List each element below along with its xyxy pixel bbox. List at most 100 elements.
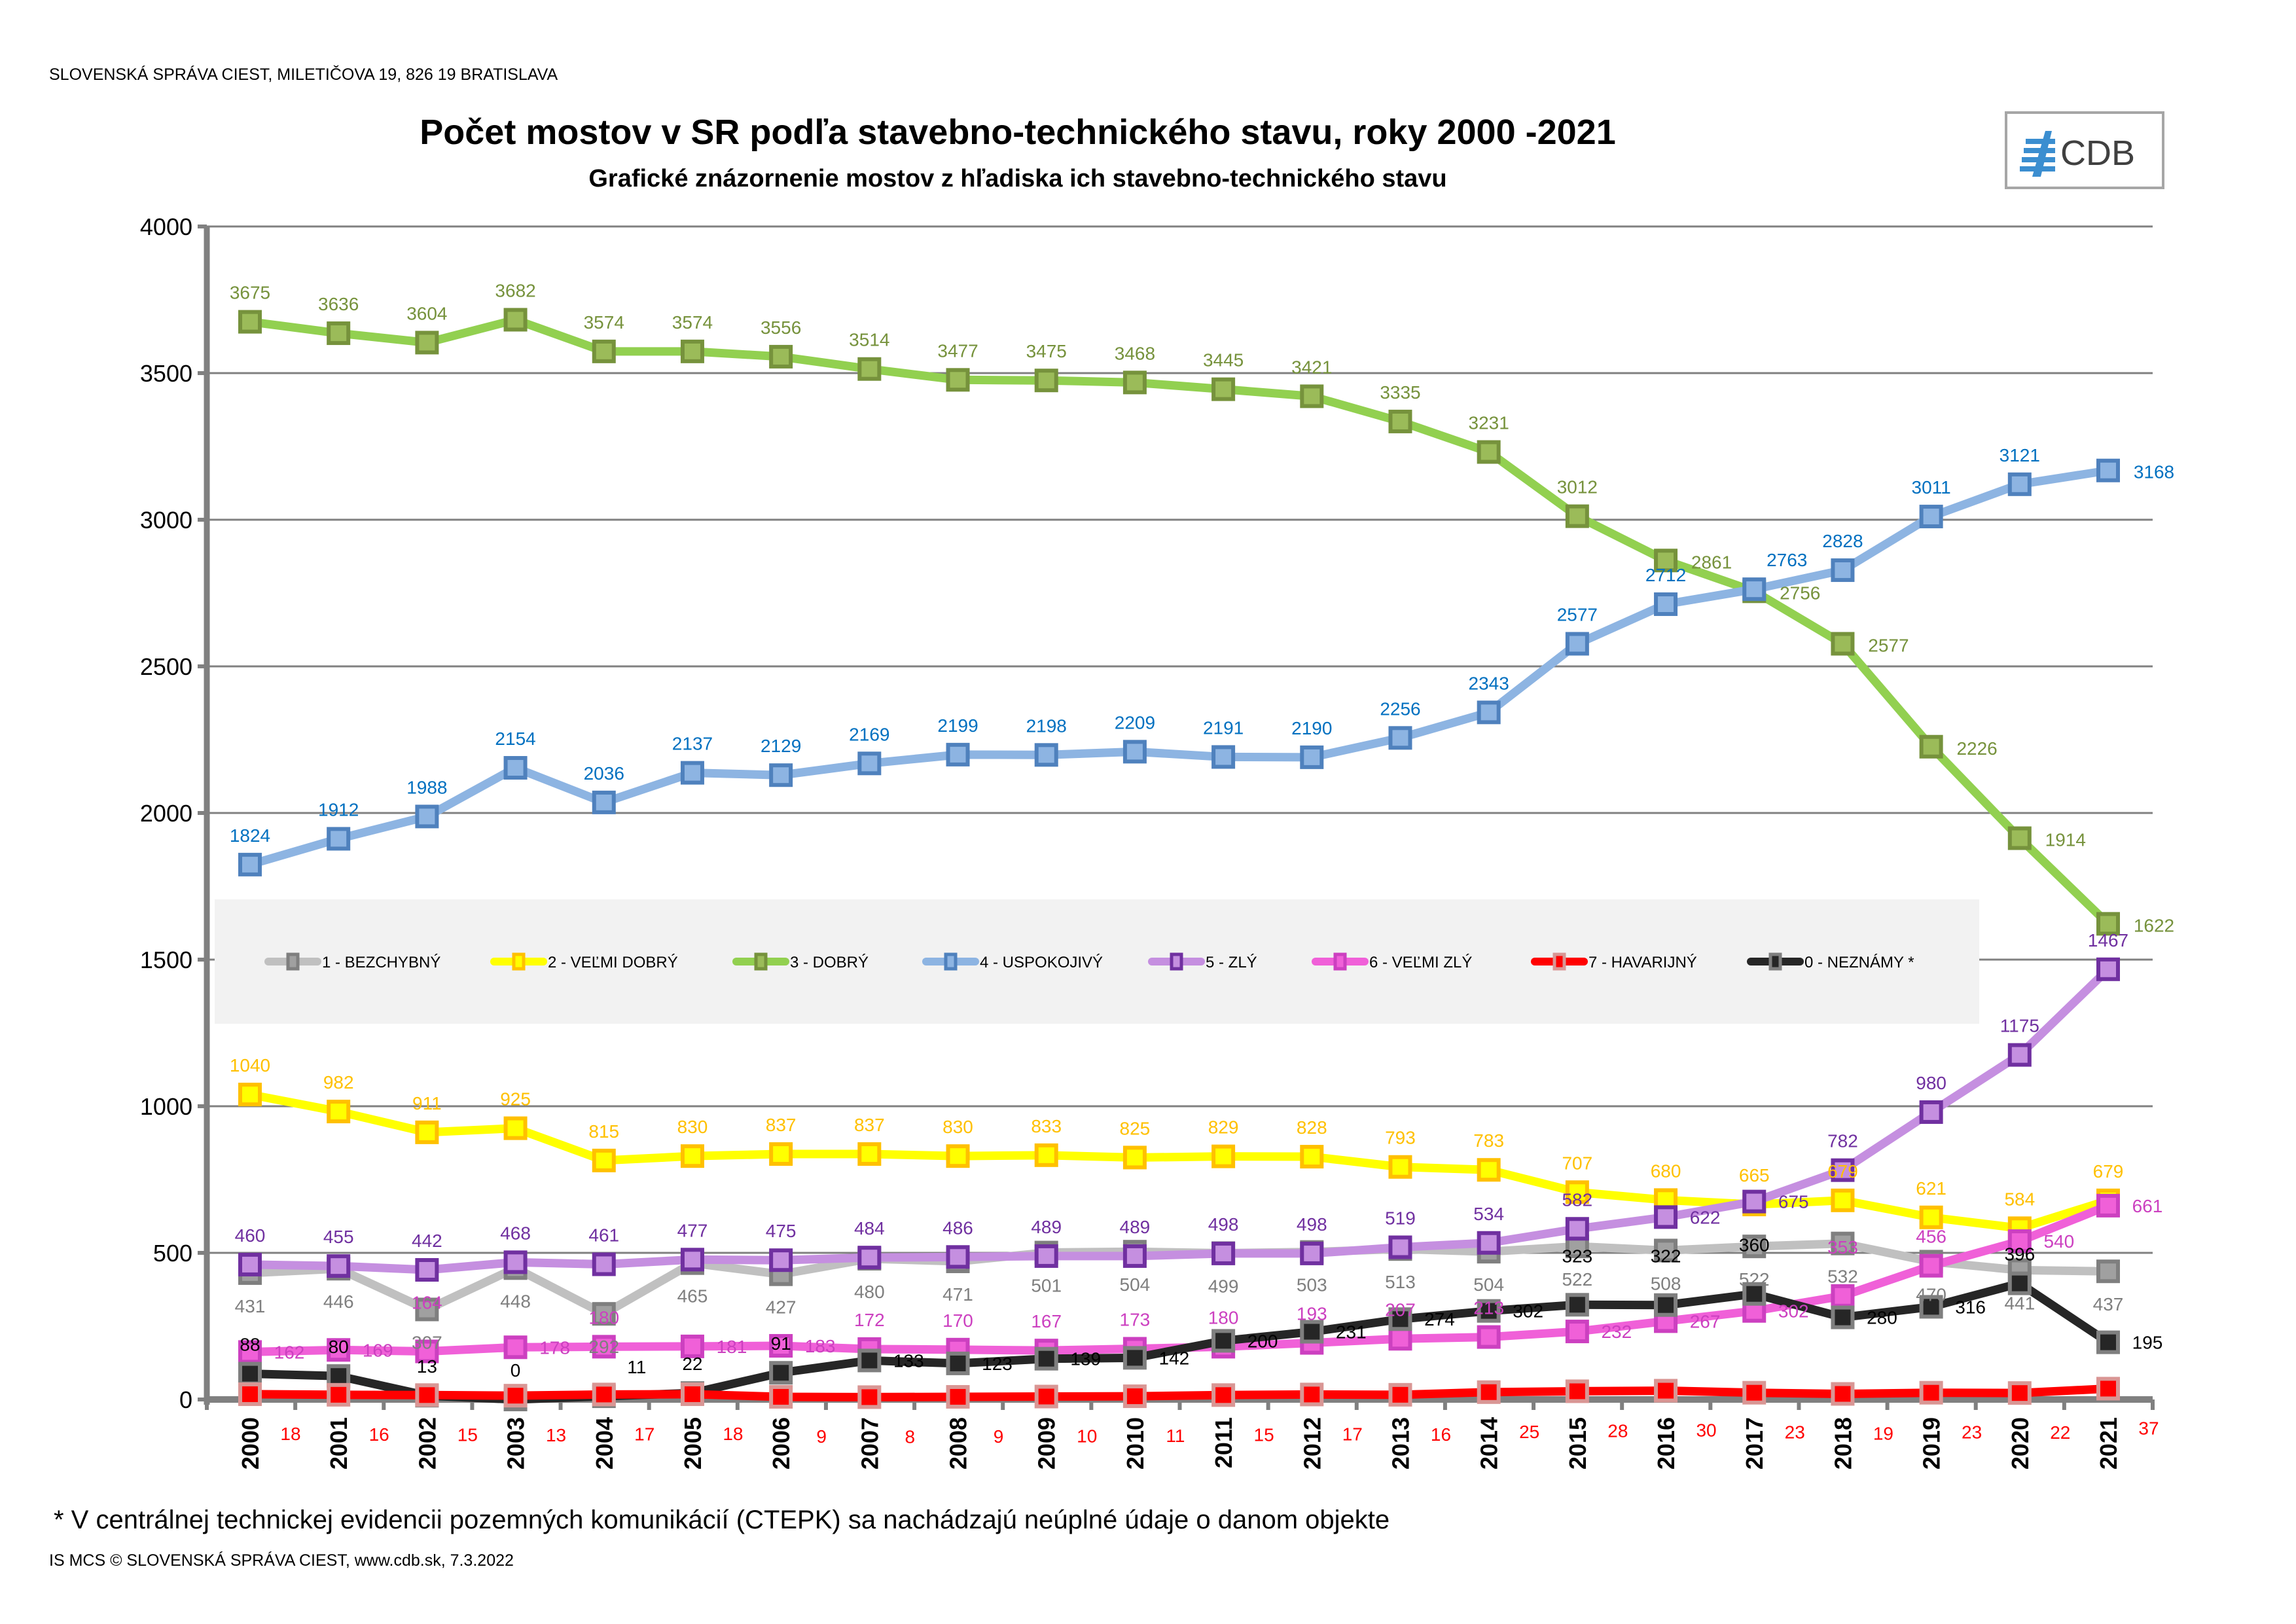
data-label: 471 bbox=[942, 1284, 973, 1305]
data-label: 1467 bbox=[2088, 930, 2128, 950]
data-label: 2209 bbox=[1115, 712, 1155, 732]
data-point bbox=[680, 1382, 704, 1406]
data-point bbox=[1300, 745, 1324, 769]
data-point bbox=[592, 1302, 616, 1326]
data-point bbox=[857, 1348, 882, 1373]
data-label: 3231 bbox=[1469, 413, 1509, 433]
data-label: 3168 bbox=[2134, 462, 2174, 482]
data-label: 22 bbox=[2050, 1422, 2070, 1443]
data-point bbox=[415, 1383, 439, 1407]
data-label: 3675 bbox=[230, 283, 270, 303]
x-tick-label: 2000 bbox=[237, 1417, 264, 1470]
data-point bbox=[1122, 1244, 1147, 1268]
data-label: 133 bbox=[893, 1350, 924, 1371]
x-tick-label: 2016 bbox=[1653, 1417, 1679, 1470]
cdb-logo-mark-icon bbox=[2020, 131, 2055, 177]
y-tick-label: 1500 bbox=[140, 947, 192, 973]
data-label: 925 bbox=[500, 1089, 531, 1110]
legend-label: 0 - NEZNÁMY * bbox=[1804, 954, 1914, 971]
data-label: 11 bbox=[627, 1357, 646, 1377]
data-point bbox=[946, 1144, 970, 1168]
y-tick-label: 4000 bbox=[140, 213, 192, 240]
data-label: 661 bbox=[2132, 1196, 2163, 1216]
data-point bbox=[592, 1148, 616, 1172]
series-4 bbox=[238, 458, 2120, 876]
data-point bbox=[946, 368, 970, 392]
data-point bbox=[1122, 740, 1147, 764]
data-point bbox=[238, 1340, 262, 1364]
data-labels: 3675 3636 3604 3682 3574 3574 3556 3514 3477 3475… bbox=[230, 280, 2174, 1447]
data-point bbox=[2007, 1043, 2032, 1067]
data-label: 173 bbox=[1120, 1309, 1151, 1329]
data-label: 15 bbox=[1254, 1424, 1274, 1445]
data-point bbox=[1211, 1241, 1236, 1265]
data-label: 829 bbox=[1208, 1117, 1239, 1138]
data-label: 513 bbox=[1385, 1272, 1416, 1292]
x-tick-label: 2021 bbox=[2095, 1417, 2122, 1470]
data-point bbox=[857, 1385, 882, 1409]
data-point bbox=[1565, 1379, 1589, 1403]
x-tick-label: 2018 bbox=[1829, 1417, 1856, 1470]
legend-marker-swatch bbox=[512, 952, 526, 971]
data-label: 2763 bbox=[1767, 550, 1807, 570]
data-label: 456 bbox=[1916, 1227, 1946, 1247]
data-point bbox=[238, 1083, 262, 1107]
data-point bbox=[680, 1144, 704, 1168]
data-point bbox=[1388, 1235, 1412, 1259]
data-point bbox=[1300, 1382, 1324, 1407]
data-point bbox=[238, 1382, 262, 1406]
data-point bbox=[1477, 1325, 1501, 1349]
data-point bbox=[503, 308, 528, 332]
footnote: * V centrálnej technickej evidencii poze… bbox=[54, 1506, 1390, 1534]
data-point bbox=[857, 1142, 882, 1166]
data-label: 169 bbox=[363, 1340, 393, 1360]
data-label: 274 bbox=[1424, 1309, 1455, 1329]
data-point bbox=[592, 1382, 616, 1407]
data-label: 2137 bbox=[672, 734, 713, 754]
data-label: 13 bbox=[417, 1356, 437, 1377]
data-label: 534 bbox=[1473, 1204, 1504, 1224]
data-point bbox=[1919, 1100, 1943, 1124]
data-label: 793 bbox=[1385, 1128, 1416, 1148]
chart-subtitle: Grafické znázornenie mostov z hľadiska i… bbox=[588, 165, 1446, 192]
data-point bbox=[1654, 1205, 1678, 1229]
legend-label: 7 - HAVARIJNÝ bbox=[1588, 954, 1697, 971]
gridlines bbox=[207, 225, 2153, 1254]
data-point bbox=[1831, 1284, 1855, 1308]
series-layer bbox=[238, 308, 2120, 1411]
data-point bbox=[1831, 1305, 1855, 1329]
data-label: 707 bbox=[1562, 1153, 1592, 1173]
data-point bbox=[592, 339, 616, 363]
data-label: 2036 bbox=[584, 763, 624, 784]
data-label: 3574 bbox=[584, 312, 624, 333]
data-label: 498 bbox=[1297, 1214, 1327, 1235]
data-label: 91 bbox=[771, 1333, 791, 1354]
data-point bbox=[327, 1364, 351, 1388]
y-tick-label: 0 bbox=[179, 1386, 192, 1413]
data-point bbox=[1477, 1299, 1501, 1323]
legend-label: 6 - VEĽMI ZLÝ bbox=[1369, 954, 1472, 971]
y-tick-label: 1000 bbox=[140, 1093, 192, 1120]
data-point bbox=[769, 1142, 793, 1166]
legend-marker-swatch bbox=[754, 952, 768, 971]
data-label: 675 bbox=[1778, 1192, 1809, 1212]
data-label: 23 bbox=[1785, 1422, 1805, 1443]
y-tick-label: 500 bbox=[153, 1240, 192, 1267]
data-label: 1040 bbox=[230, 1055, 270, 1075]
legend-marker-swatch bbox=[1768, 952, 1782, 971]
data-label: 2861 bbox=[1691, 552, 1732, 572]
data-label: 3012 bbox=[1557, 477, 1598, 497]
data-label: 532 bbox=[1827, 1267, 1858, 1287]
x-tick-label: 2002 bbox=[414, 1417, 440, 1470]
legend-label: 1 - BEZCHYBNÝ bbox=[322, 954, 440, 971]
data-point bbox=[2096, 957, 2120, 981]
data-label: 322 bbox=[1651, 1246, 1681, 1267]
data-label: 584 bbox=[2004, 1189, 2035, 1209]
legend-item: 1 - BEZCHYBNÝ bbox=[264, 952, 440, 971]
data-label: 1914 bbox=[2045, 830, 2086, 850]
series-line bbox=[249, 466, 2109, 869]
data-label: 167 bbox=[1031, 1311, 1062, 1331]
data-point bbox=[2096, 1330, 2120, 1354]
data-point bbox=[1122, 1384, 1147, 1409]
data-label: 2199 bbox=[937, 715, 978, 736]
